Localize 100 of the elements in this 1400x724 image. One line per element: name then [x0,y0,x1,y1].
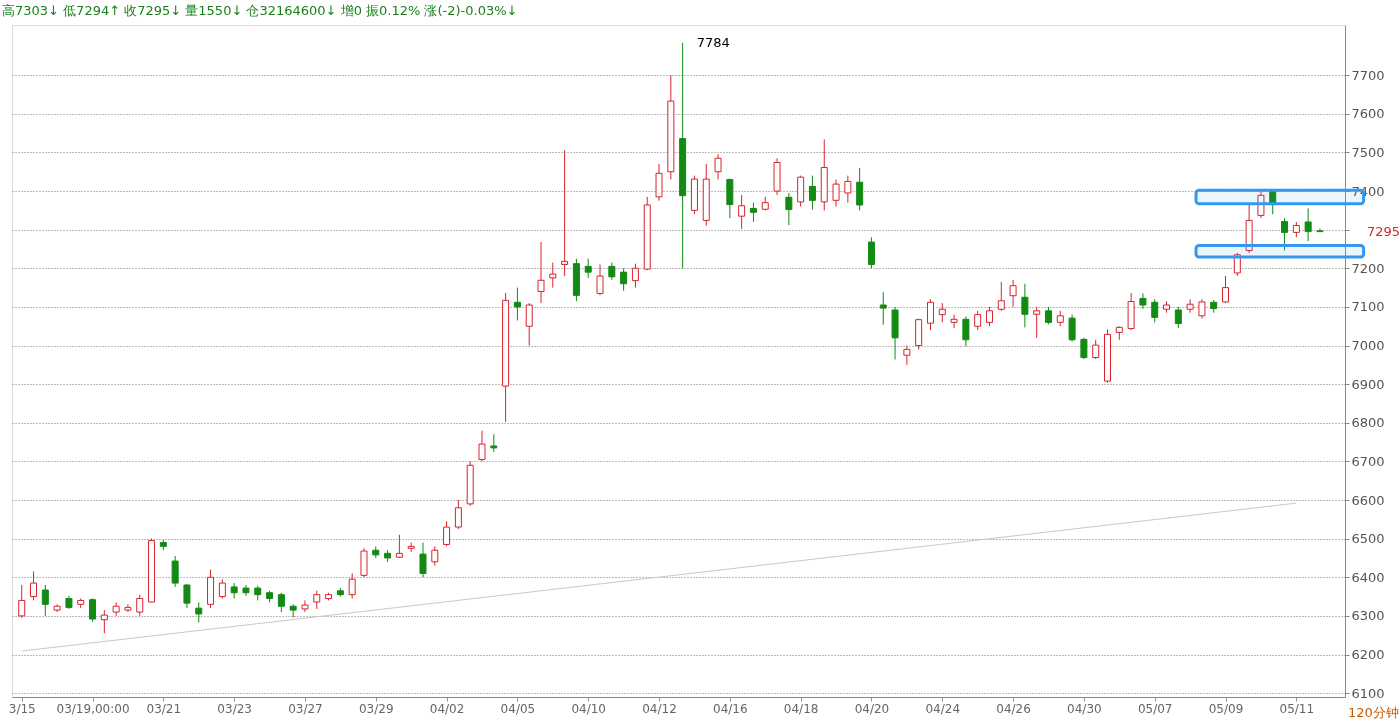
candlestick [1222,275,1230,304]
y-tick-label: 7200 [1351,260,1385,276]
candlestick [1198,298,1206,320]
x-tick-label: 05/07 [1137,701,1173,716]
candlestick [620,267,628,292]
candlestick [136,594,144,617]
candlestick [785,192,793,226]
candlestick [313,590,321,610]
candlestick [655,163,663,202]
candlestick [277,592,285,613]
x-tick-label: 03/23 [217,701,252,716]
candlestick [738,194,746,230]
candlestick [18,584,26,619]
y-tick-label: 7100 [1351,299,1385,315]
text: 7295 [1367,223,1400,239]
candlestick [1174,306,1182,329]
x-tick-label: 03/19,00:00 [56,701,130,716]
candlestick [301,599,309,613]
candlestick [879,291,887,326]
candlestick [1233,252,1241,277]
candlestick [100,609,108,634]
candlestick [844,175,852,204]
candlestick [1009,279,1017,308]
y-tick-label: 6500 [1351,531,1385,547]
candlestick [549,262,557,289]
candlestick [348,572,356,600]
candlestick [41,584,49,617]
candlestick [714,153,722,180]
candlestick [443,520,451,547]
candlestick [525,302,533,347]
x-tick-label: 05/11 [1279,701,1315,716]
y-tick-label: 6600 [1351,492,1385,508]
x-tick-label: 04/02 [429,701,465,716]
candlestick [596,263,604,296]
y-tick-label: 7700 [1351,67,1385,83]
chart-subtitle: 高7303↓ 低7294↑ 收7295↓ 量1550↓ 仓32164600↓ 增0 振0.12% 涨(-2)-0.03%↓ [2,3,518,18]
candlestick [454,499,462,530]
x-tick-label: 04/05 [500,701,536,716]
x-tick-label: 04/12 [642,701,677,716]
text: 120分钟 [1348,705,1399,720]
y-tick-label: 7500 [1351,144,1385,160]
candlestick [974,310,982,331]
x-tick-label: 03/29 [358,701,394,716]
candlestick [903,345,911,366]
candlestick [395,534,403,559]
candlestick [171,555,179,588]
x-tick-label: 04/26 [996,701,1031,716]
annotation: 7784 [696,34,730,50]
candlestick [242,584,250,597]
y-tick-label: 6400 [1351,569,1385,585]
candlestick [938,302,946,323]
candlestick [1092,339,1100,360]
candlestick [1186,298,1194,314]
candlestick [584,258,592,279]
x-tick-label: 04/18 [783,701,819,716]
candlestick [431,545,439,567]
candlestick [1269,190,1277,215]
x-tick-label: 04/24 [925,701,961,716]
y-tick-label: 6900 [1351,376,1385,392]
y-tick-label: 7600 [1351,106,1385,122]
candlestick [112,601,120,617]
y-tick-label: 6100 [1351,685,1385,701]
candlestick [1021,283,1029,328]
candlestick [631,263,639,289]
candlestick [478,430,486,462]
candlestick [867,236,875,269]
candlestick [124,603,132,613]
candlestick [30,570,38,601]
candlestick [856,167,864,211]
candlestick [1068,314,1076,343]
candlestick [419,542,427,578]
candlestick [997,281,1005,312]
candlestick [183,583,191,609]
x-tick-label: 04/16 [713,701,748,716]
candlestick [808,175,816,211]
candlestick [537,241,545,304]
y-tick-label: 7000 [1351,338,1385,354]
candlestick [513,287,521,321]
x-tick-label: 04/30 [1067,701,1102,716]
candlestick [218,578,226,600]
x-tick-label: 03/27 [288,701,323,716]
candlestick [962,316,970,347]
candlestick [749,202,757,223]
candlestick [950,314,958,329]
candlestick [926,298,934,331]
candlestick [1304,207,1312,242]
candlestick [195,601,203,623]
candlestick [1033,306,1041,339]
y-tick-label: 6300 [1351,608,1385,624]
candlestick [1139,292,1147,310]
x-tick-label: 03/21 [146,701,182,716]
y-tick-label: 6200 [1351,647,1385,663]
candlestick [985,306,993,327]
candlestick [832,178,840,208]
y-tick-label: 6700 [1351,453,1385,469]
y-tick-label: 6800 [1351,415,1385,431]
x-tick-label: 05/09 [1208,701,1244,716]
candlestick [561,149,569,277]
x-tick-label: 3/15 [8,701,36,716]
candlestick [1151,298,1159,323]
